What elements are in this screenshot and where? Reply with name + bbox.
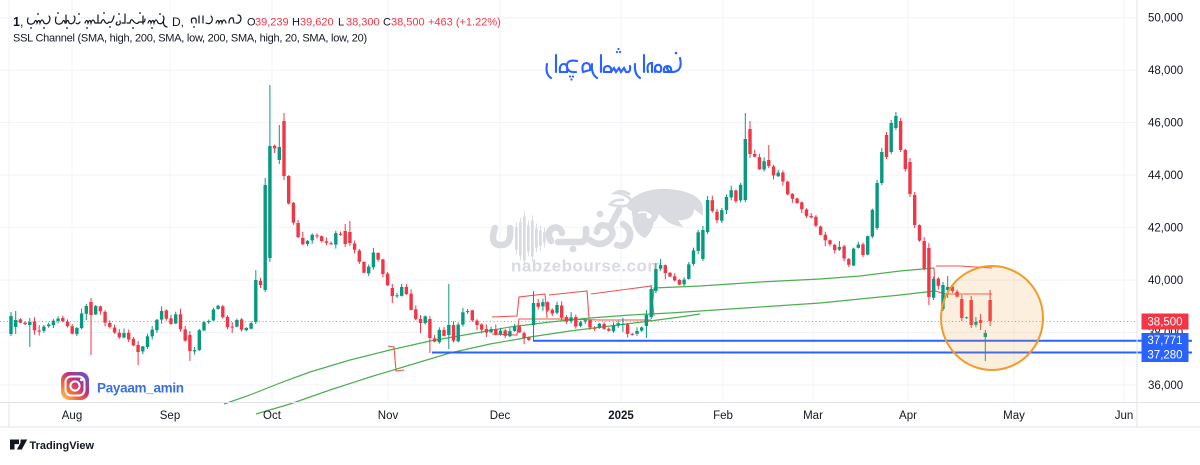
svg-text:Feb: Feb xyxy=(713,410,733,422)
svg-text:40,000: 40,000 xyxy=(1148,275,1183,287)
svg-text:48,000: 48,000 xyxy=(1148,65,1183,77)
svg-text:Oct: Oct xyxy=(263,410,282,422)
svg-text:Sep: Sep xyxy=(160,410,180,422)
svg-text:Apr: Apr xyxy=(899,410,917,422)
svg-text:Jun: Jun xyxy=(1115,410,1134,422)
svg-text:Mar: Mar xyxy=(803,410,823,422)
svg-text:38,300: 38,300 xyxy=(346,17,380,29)
svg-text:O: O xyxy=(247,17,256,29)
svg-text:36,000: 36,000 xyxy=(1148,380,1183,392)
svg-text:39,239: 39,239 xyxy=(255,17,289,29)
svg-text:+463 (+1.22%): +463 (+1.22%) xyxy=(428,17,501,29)
svg-text:TradingView: TradingView xyxy=(30,440,95,452)
svg-text:Nov: Nov xyxy=(378,410,399,422)
svg-text:,: , xyxy=(20,15,23,29)
svg-text:39,620: 39,620 xyxy=(300,17,334,29)
svg-text:nabzebourse.com: nabzebourse.com xyxy=(511,257,663,276)
svg-text:2025: 2025 xyxy=(608,410,634,422)
svg-text:C: C xyxy=(383,17,391,29)
svg-text:42,000: 42,000 xyxy=(1148,223,1183,235)
svg-text:SSL Channel (SMA, high, 200, S: SSL Channel (SMA, high, 200, SMA, low, 2… xyxy=(13,33,367,45)
svg-text:37,771: 37,771 xyxy=(1147,335,1182,347)
svg-text:1: 1 xyxy=(13,15,20,29)
svg-text:46,000: 46,000 xyxy=(1148,118,1183,130)
svg-text:D,: D, xyxy=(172,15,184,29)
svg-text:H: H xyxy=(292,17,300,29)
svg-text:38,500: 38,500 xyxy=(1147,317,1182,329)
svg-text:50,000: 50,000 xyxy=(1148,13,1183,25)
svg-text:Payaam_amin: Payaam_amin xyxy=(97,381,184,396)
svg-text:38,500: 38,500 xyxy=(391,17,425,29)
svg-text:Aug: Aug xyxy=(62,410,82,422)
svg-text:L: L xyxy=(338,17,344,29)
svg-text:37,280: 37,280 xyxy=(1147,350,1182,362)
svg-text:Dec: Dec xyxy=(490,410,511,422)
svg-text:May: May xyxy=(1003,410,1025,422)
svg-text:44,000: 44,000 xyxy=(1148,170,1183,182)
